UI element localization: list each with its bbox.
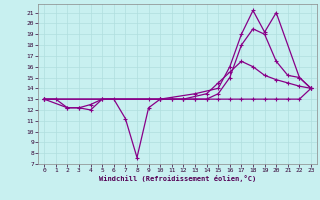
X-axis label: Windchill (Refroidissement éolien,°C): Windchill (Refroidissement éolien,°C) (99, 175, 256, 182)
